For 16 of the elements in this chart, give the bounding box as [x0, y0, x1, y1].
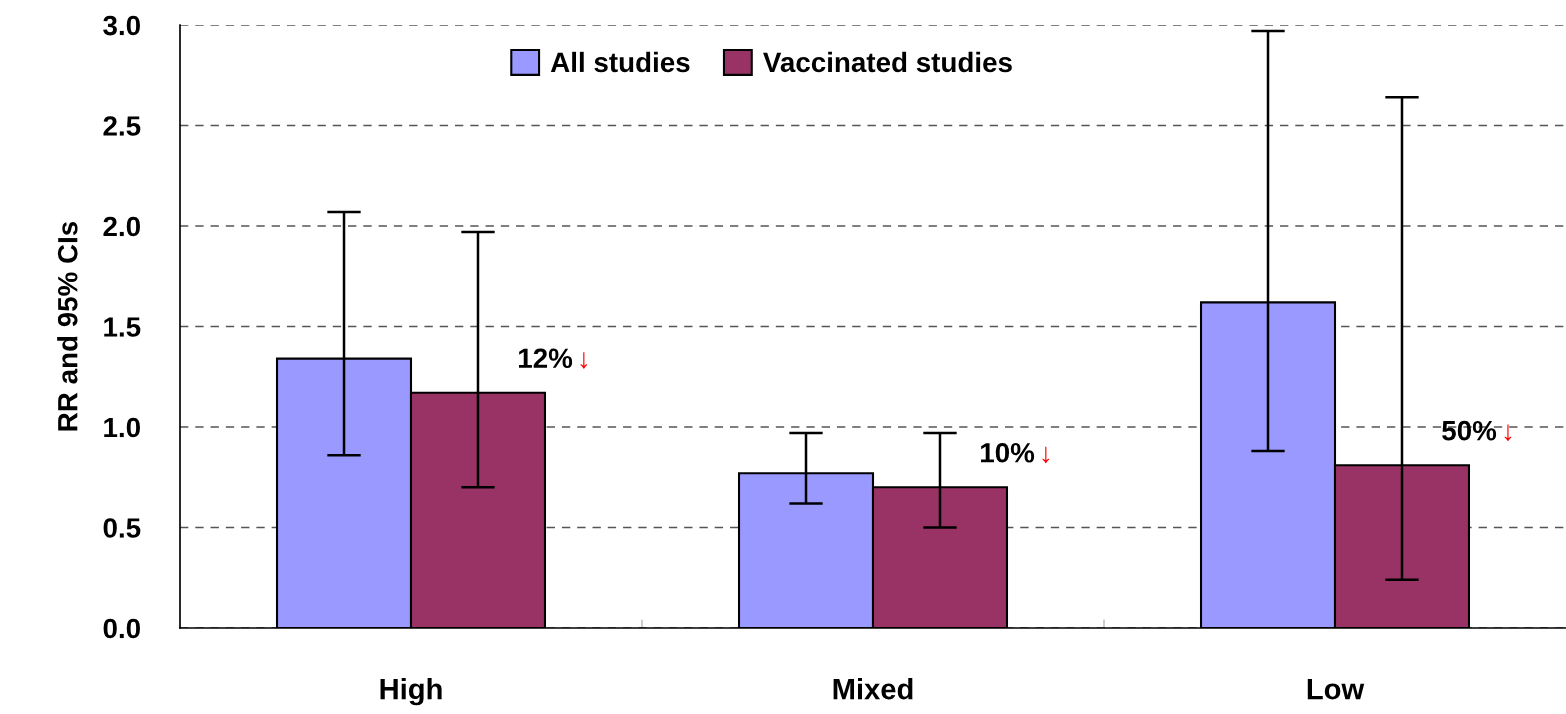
x-tick-label: Low — [1307, 679, 1365, 700]
x-tick-label: High — [380, 678, 442, 706]
y-tick-label: 2.0 — [103, 216, 140, 237]
y-tick-label: 1.0 — [104, 417, 140, 438]
y-tick-label: 0.5 — [103, 518, 141, 538]
x-tick-label: Mixed — [833, 678, 913, 700]
annotation: 50%↓ — [1442, 420, 1512, 442]
y-axis-title: RR and 95% CIs — [57, 221, 78, 431]
legend-label: All studies — [550, 51, 690, 73]
y-tick-label: 2.5 — [103, 116, 141, 136]
y-tick-label: 1.5 — [104, 317, 141, 337]
y-tick-label: 3.0 — [103, 15, 140, 36]
legend-label: Vaccinated studies — [763, 51, 1012, 73]
y-tick-label: 0.0 — [103, 618, 140, 639]
annotation: 10%↓ — [981, 442, 1050, 464]
annotation: 12%↓ — [519, 348, 588, 369]
